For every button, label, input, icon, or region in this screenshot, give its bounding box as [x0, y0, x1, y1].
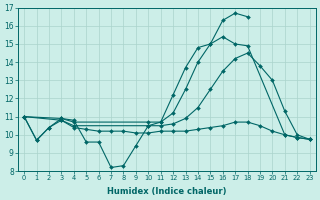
X-axis label: Humidex (Indice chaleur): Humidex (Indice chaleur) [107, 187, 227, 196]
